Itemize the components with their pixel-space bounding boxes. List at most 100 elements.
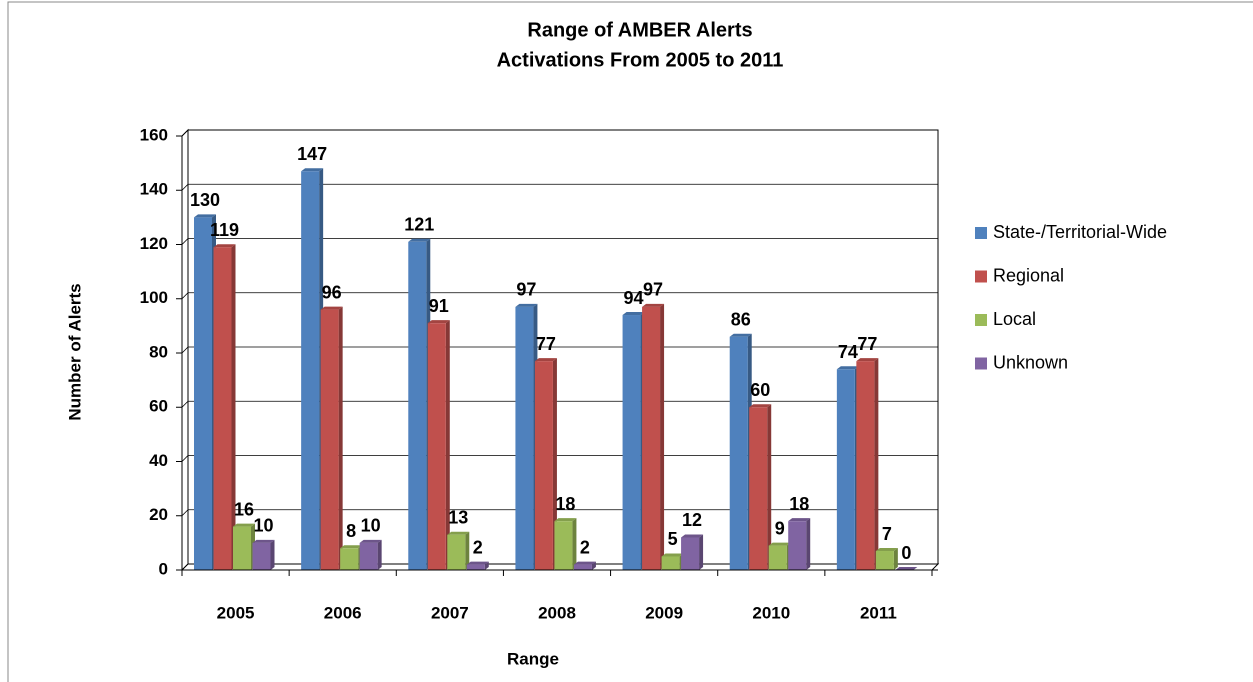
data-label: 8 [346,521,356,541]
bar-top [749,404,772,408]
bar [408,241,427,570]
data-label: 10 [361,516,381,536]
bar-top [408,238,431,242]
bar [320,309,339,570]
data-label: 77 [857,334,877,354]
bar-top [661,553,684,557]
x-tick-label: 2005 [217,603,255,622]
y-tick-label: 140 [140,180,168,199]
data-label: 96 [322,282,342,302]
data-label: 2 [580,537,590,557]
bar-side [591,561,596,570]
y-tick-label: 80 [149,342,168,361]
data-label: 7 [882,524,892,544]
bar [875,551,894,570]
grid-line [181,400,938,408]
bar-side [699,534,704,570]
x-tick-label: 2010 [752,603,790,622]
bar-top [233,523,255,527]
bar [642,306,661,570]
legend-swatch [975,270,987,283]
chart-title: Range of AMBER Alerts [527,19,752,41]
bar-top [681,534,704,538]
bar [359,542,378,570]
bar-top [856,358,879,362]
bar-side [231,244,236,570]
data-label: 121 [404,215,434,235]
bar [729,336,748,570]
bar [788,521,807,570]
legend-swatch [975,357,987,370]
bar [213,247,232,570]
bar [466,564,485,570]
bar-side [806,518,811,570]
bar-side [552,358,557,570]
bar-top [788,518,811,522]
y-tick-label: 100 [140,288,168,307]
legend-swatch [975,314,987,326]
bar [340,548,359,570]
legend-label: Local [993,309,1036,329]
bar-top [301,168,324,172]
bar [836,369,855,570]
grid-line [181,509,938,517]
bar [252,542,271,570]
data-label: 94 [624,288,644,308]
grid-line [181,455,938,462]
y-tick-label: 20 [149,505,168,524]
bar-top [895,567,918,570]
data-label: 12 [682,510,702,530]
bar-side [874,358,879,570]
data-label: 10 [253,516,273,536]
y-tick-label: 0 [159,559,168,578]
x-tick-label: 2011 [860,603,897,622]
data-label: 97 [516,280,536,300]
data-label: 130 [190,190,220,210]
data-label: 74 [838,342,858,362]
bar [301,171,320,570]
bar-top [642,303,665,307]
data-label: 2 [473,537,483,557]
legend-label: State-/Territorial-Wide [993,222,1167,242]
x-axis-label: Range [507,649,559,668]
bar-side [270,539,275,570]
data-label: 18 [555,494,575,514]
bar-side [377,539,382,570]
data-label: 147 [297,144,327,164]
y-axis-label: Number of Alerts [65,283,84,420]
grid-line [181,129,938,137]
bar [554,521,573,570]
data-label: 9 [775,518,785,538]
data-label: 77 [536,334,556,354]
bar-top [875,548,898,552]
grid-line [181,292,938,300]
bar-top [515,303,538,307]
bar-top [213,244,236,248]
x-tick-label: 2007 [431,603,469,622]
bar [447,534,466,570]
grid-line [181,346,938,354]
bar-top [622,312,645,316]
bar [427,323,446,570]
x-tick-label: 2009 [645,603,683,622]
grid-line [181,238,938,245]
data-label: 86 [731,309,751,329]
bar-top [447,531,470,535]
data-label: 0 [901,543,911,563]
data-label: 60 [750,380,770,400]
bar-side [767,404,772,570]
legend-swatch [975,227,987,239]
bar [681,537,700,570]
bar-top [194,214,216,218]
bar-top [320,306,343,310]
bar-top [427,320,450,324]
bar-top [466,561,489,565]
bar [749,407,768,570]
data-label: 91 [429,296,449,316]
bar-top [573,561,596,565]
y-tick-label: 40 [149,451,168,470]
data-label: 18 [789,494,809,514]
bar [856,361,875,570]
data-label: 5 [668,529,678,549]
